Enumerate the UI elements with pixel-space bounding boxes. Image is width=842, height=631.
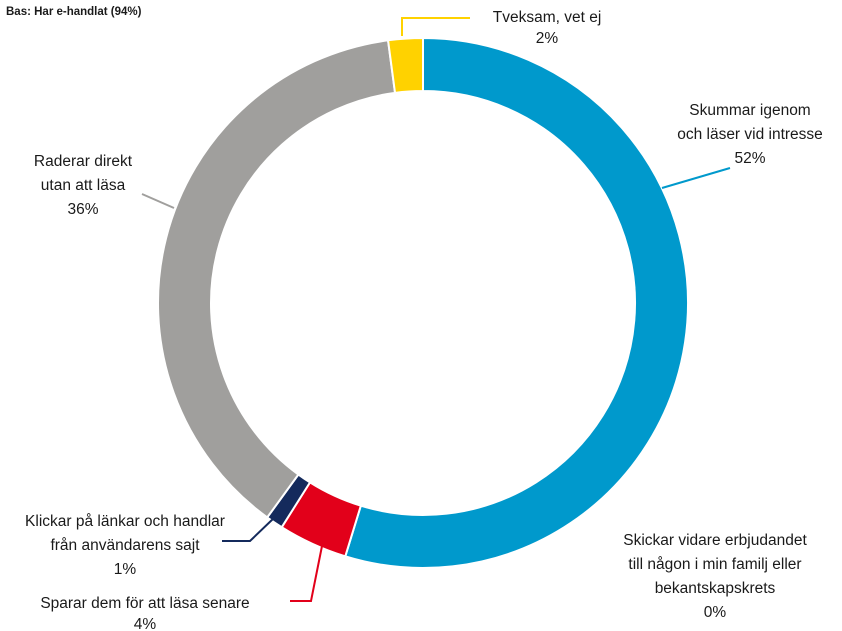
value-label: 52% [734, 150, 765, 167]
slice-label: Skickar vidare erbjudandet [623, 532, 807, 549]
value-label: 1% [114, 561, 137, 578]
value-label: 4% [134, 616, 157, 631]
leader-line [290, 545, 323, 602]
leader-line [401, 17, 470, 36]
slice-label: bekantskapskrets [655, 580, 776, 597]
value-label: 2% [536, 30, 559, 47]
slice-label: Sparar dem för att läsa senare [40, 595, 249, 612]
slice-label: och läser vid intresse [677, 126, 823, 143]
value-label: 36% [67, 201, 98, 218]
leader-line [141, 193, 175, 209]
leader-line [661, 167, 731, 189]
slice-label: Skummar igenom [689, 102, 810, 119]
slice-label: Klickar på länkar och handlar [25, 513, 225, 530]
donut-slice [344, 36, 690, 569]
donut-slice [157, 39, 397, 519]
leader-line [222, 516, 276, 542]
slice-label: till någon i min familj eller [628, 556, 801, 573]
slice-label: utan att läsa [41, 177, 126, 194]
donut-slice [386, 36, 424, 94]
chart-subtitle: Bas: Har e-handlat (94%) [6, 6, 142, 18]
slice-label: Tveksam, vet ej [493, 9, 602, 26]
slice-label: Raderar direkt [34, 153, 133, 170]
slice-label: från användarens sajt [50, 537, 200, 554]
value-label: 0% [704, 604, 727, 621]
